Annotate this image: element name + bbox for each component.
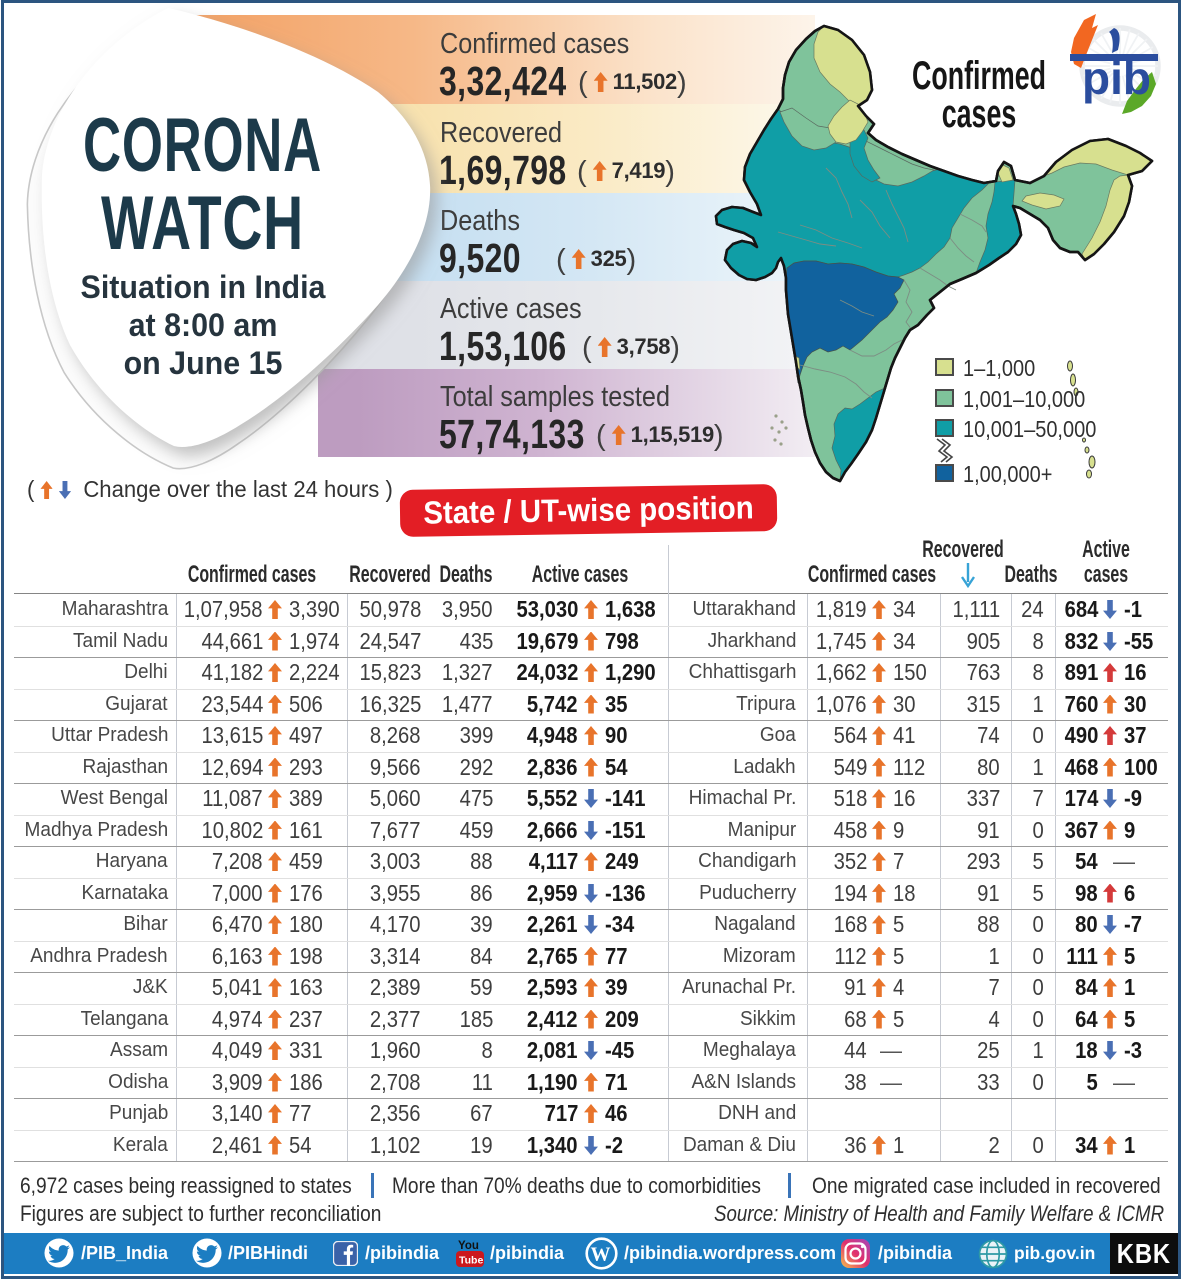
svg-text:Tube: Tube xyxy=(459,1255,483,1267)
svg-text:W: W xyxy=(591,1244,611,1266)
svg-text:You: You xyxy=(458,1240,479,1252)
svg-text:pib: pib xyxy=(1082,52,1151,104)
